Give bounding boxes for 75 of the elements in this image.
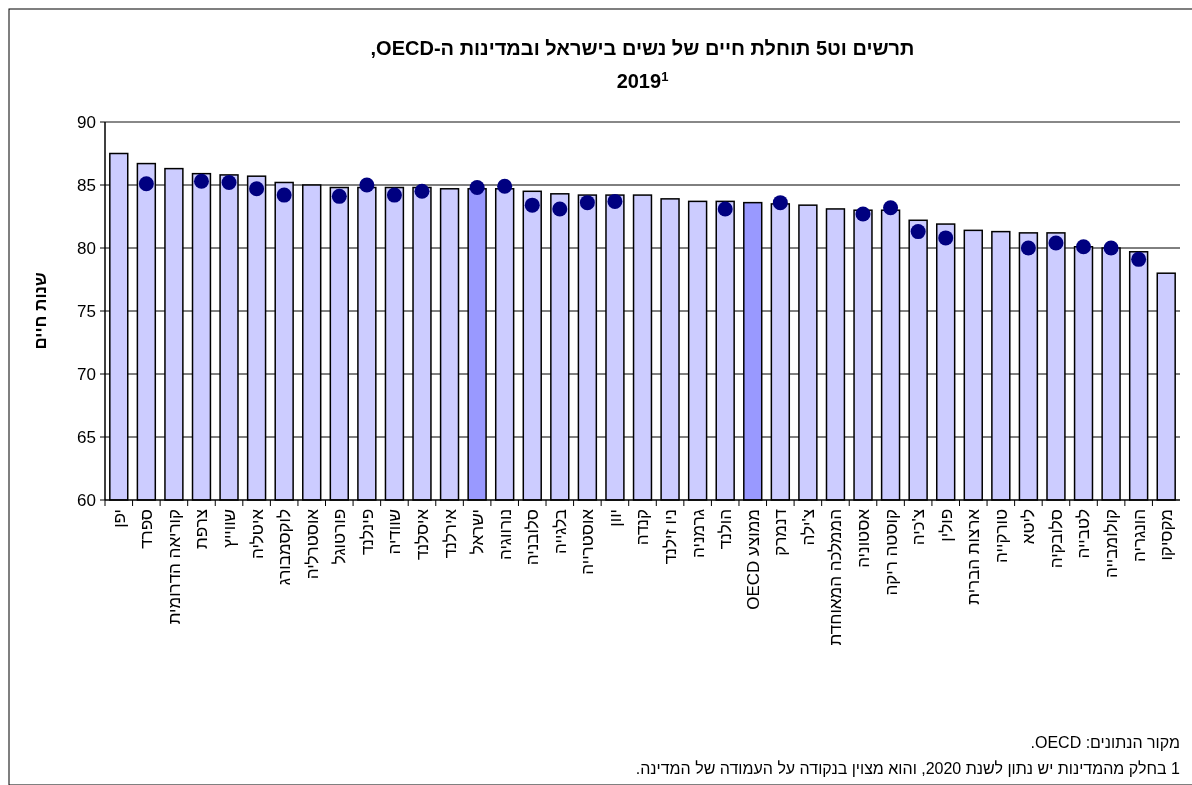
point [138,176,154,192]
point [221,174,237,190]
x-tick-label: קוריאה הדרומית [164,509,184,625]
y-axis-title: שנות חיים [31,272,50,350]
point [883,200,899,216]
x-tick-label: צ'כיה [909,509,929,546]
x-tick-label: ניו זילנד [661,509,681,565]
point [276,187,292,203]
x-tick-label: ישראל [468,509,488,555]
point [524,197,540,213]
x-tick-label: ארצות הברית [964,508,984,605]
point [1131,251,1147,267]
y-tick-label: 70 [77,364,96,384]
point [359,177,375,193]
x-tick-label: טורקייה [991,509,1011,563]
text: מקור הנתונים: OECD. [1030,734,1180,751]
y-tick-label: 80 [77,238,96,258]
y-tick-label: 65 [77,427,96,447]
point [331,188,347,204]
x-tick-label: קוסטה ריקה [881,509,901,596]
x-tick-label: אסטוניה [853,508,873,568]
x-tick-label: לטבייה [1074,509,1094,559]
point [1048,235,1064,251]
point [938,230,954,246]
y-tick-label: 75 [77,301,96,321]
point [1020,240,1036,256]
x-tick-label: ליטא [1019,509,1039,545]
text: 1 בחלק מהמדינות יש נתון לשנת 2020, והוא מצוין בנקודה על העמודה של המדינה. [635,760,1181,777]
point [910,224,926,240]
point [717,201,733,217]
point [552,201,568,217]
x-tick-label: הונגריה [1129,509,1149,562]
y-tick-label: 60 [77,490,96,510]
x-tick-label: פולין [936,509,956,542]
point [386,187,402,203]
point [772,195,788,211]
x-tick-label: איטליה [247,508,267,560]
x-tick-label: סלובקיה [1046,509,1066,569]
y-tick-label: 85 [77,175,96,195]
point [1076,239,1092,255]
x-tick-label: דנמרק [771,509,791,556]
x-tick-label: ספרד [137,509,157,549]
point [579,195,595,211]
x-tick-label: מקסיקו [1157,509,1177,561]
x-tick-label: קולומבייה [1102,509,1122,578]
point [414,183,430,199]
y-tick-label: 90 [77,112,96,132]
x-tick-label: בלגייה [550,509,570,554]
x-tick-label: צרפת [192,509,212,549]
x-tick-label: צ'ילה [798,509,818,546]
point [469,180,485,196]
x-tick-label: סלובניה [523,509,543,566]
x-tick-label: שווייץ [219,509,239,548]
point [193,173,209,189]
point [607,193,623,209]
x-tick-label: יוון [605,509,625,527]
x-tick-label: הממלכה המאוחדת [826,509,846,646]
x-tick-label: ממוצע OECD [743,509,763,610]
point [249,181,265,197]
x-tick-label: אירלנד [440,508,460,559]
x-tick-label: קנדה [633,509,653,546]
x-tick-label: הולנד [716,509,736,550]
x-tick-label: שוודיה [385,509,405,555]
point [1103,240,1119,256]
x-tick-label: נורווגיה [495,509,515,560]
x-tick-label: לוקסמבורג [275,509,295,586]
x-tick-label: גרמניה [688,509,708,558]
x-tick-label: פורטוגל [330,509,350,565]
x-tick-label: פינלנד [357,509,377,556]
x-tick-label: אוסטרליה [302,508,322,580]
point [497,178,513,194]
x-tick-label: יפן [109,509,129,528]
point [855,206,871,222]
x-tick-label: איסלנד [412,508,432,560]
x-tick-label: אוסטרייה [578,508,598,575]
